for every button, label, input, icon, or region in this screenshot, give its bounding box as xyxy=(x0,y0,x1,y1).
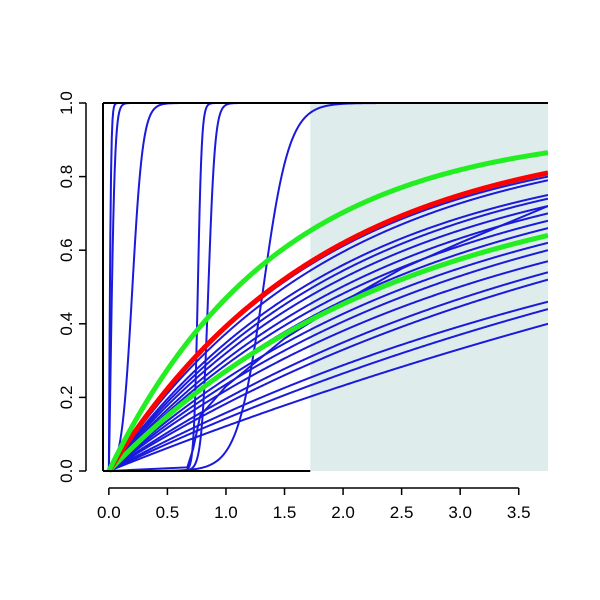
x-tick-label-0: 0.0 xyxy=(97,503,121,522)
x-tick-label-4: 2.0 xyxy=(331,503,355,522)
y-tick-label-4: 0.8 xyxy=(57,165,76,189)
saturating-curve-7 xyxy=(108,241,548,472)
axis-layer xyxy=(85,102,548,489)
x-tick-layer: 0.0 0.5 1.0 1.5 2.0 2.5 3.0 3.5 xyxy=(97,488,531,522)
green-highlight-curve-16 xyxy=(107,233,548,473)
y-tick-label-0: 0.0 xyxy=(57,459,76,483)
saturating-curve-0 xyxy=(108,322,548,472)
saturating-curve-3 xyxy=(108,278,548,472)
saturating-curve-5 xyxy=(108,260,548,472)
y-tick-label-2: 0.4 xyxy=(57,312,76,336)
saturating-curve-1 xyxy=(108,308,548,472)
saturating-curve-10 xyxy=(108,212,548,472)
saturating-curve-11 xyxy=(108,205,548,472)
saturating-curve-12 xyxy=(108,197,548,472)
saturating-curve-14 xyxy=(108,179,548,472)
saturating-curve-9 xyxy=(108,219,548,472)
red-highlight-curve-17 xyxy=(106,170,548,473)
saturating-curve-6 xyxy=(108,249,548,472)
green-highlight-curve-18 xyxy=(106,150,548,473)
saturating-curve-13 xyxy=(108,194,548,472)
x-tick-label-5: 2.5 xyxy=(390,503,414,522)
x-tick-label-7: 3.5 xyxy=(507,503,531,522)
x-tick-label-1: 0.5 xyxy=(156,503,180,522)
x-tick-label-6: 3.0 xyxy=(448,503,472,522)
saturating-curve-4 xyxy=(108,271,548,472)
saturating-curve-2 xyxy=(108,300,548,472)
y-tick-label-3: 0.6 xyxy=(57,238,76,262)
x-tick-label-2: 1.0 xyxy=(214,503,238,522)
x-tick-label-3: 1.5 xyxy=(273,503,297,522)
y-tick-label-5: 1.0 xyxy=(57,91,76,115)
y-tick-layer: 0.0 0.2 0.4 0.6 0.8 1.0 xyxy=(57,91,86,483)
y-tick-label-1: 0.2 xyxy=(57,386,76,410)
